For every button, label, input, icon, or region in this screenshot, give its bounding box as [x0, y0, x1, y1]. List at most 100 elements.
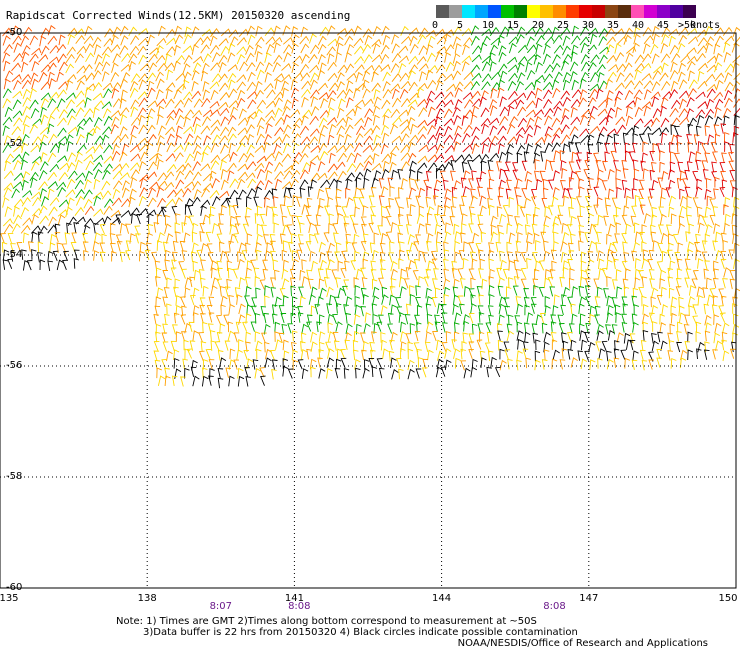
- color-scale-tick: 35: [607, 20, 620, 31]
- wind-barb: [326, 251, 332, 262]
- wind-barb: [623, 332, 631, 344]
- wind-barb: [697, 37, 708, 47]
- wind-barb: [326, 303, 332, 314]
- wind-barb: [328, 123, 337, 135]
- wind-barb: [345, 80, 354, 91]
- wind-barb: [92, 240, 100, 252]
- wind-barb: [649, 278, 655, 289]
- wind-barb: [341, 206, 348, 217]
- wind-barb: [540, 231, 547, 242]
- wind-barb: [84, 205, 95, 215]
- wind-barb: [531, 223, 538, 235]
- wind-barb: [94, 232, 102, 243]
- wind-barb: [211, 73, 222, 83]
- wind-barb: [562, 45, 571, 56]
- wind-barb: [138, 208, 149, 217]
- wind-barb: [233, 233, 239, 244]
- wind-barb: [220, 295, 228, 307]
- wind-barb: [662, 91, 672, 100]
- wind-barb: [39, 35, 47, 47]
- wind-barb: [173, 60, 181, 72]
- wind-barb: [246, 124, 255, 135]
- wind-barb: [589, 83, 600, 92]
- wind-barb: [445, 61, 455, 72]
- wind-barb: [607, 168, 615, 180]
- wind-barb: [495, 241, 502, 253]
- wind-barb: [38, 205, 48, 216]
- wind-barb: [598, 28, 608, 38]
- wind-barb: [668, 28, 679, 37]
- wind-barb: [317, 172, 328, 181]
- wind-barb: [280, 312, 287, 324]
- wind-barb: [380, 53, 390, 64]
- wind-barb: [167, 189, 177, 199]
- wind-barb: [210, 206, 216, 217]
- latitude-label: -54: [6, 249, 23, 260]
- wind-barb: [318, 117, 328, 128]
- wind-barb: [229, 189, 239, 200]
- wind-barb: [334, 251, 340, 262]
- wind-barb: [200, 163, 211, 172]
- wind-barb: [353, 142, 363, 153]
- wind-barb: [481, 61, 491, 72]
- wind-barb: [341, 250, 347, 261]
- wind-barb: [560, 124, 570, 135]
- wind-barb: [416, 133, 427, 144]
- wind-barb: [254, 44, 262, 55]
- wind-barb: [377, 314, 384, 325]
- wind-barb: [596, 64, 606, 74]
- wind-barb: [443, 278, 451, 290]
- wind-barb: [74, 53, 84, 63]
- wind-barb: [650, 91, 661, 100]
- wind-barb: [137, 137, 148, 146]
- wind-barb: [412, 270, 419, 281]
- wind-barb: [56, 242, 63, 254]
- wind-barb: [580, 269, 587, 281]
- wind-barb: [651, 81, 661, 91]
- wind-barb: [246, 144, 255, 155]
- wind-barb: [166, 350, 173, 362]
- wind-barb: [623, 286, 630, 298]
- wind-barb: [30, 72, 39, 83]
- wind-barb: [29, 171, 39, 182]
- color-scale-bar: [436, 5, 696, 18]
- wind-barb: [354, 304, 362, 316]
- wind-barb: [47, 115, 55, 126]
- wind-barb: [584, 278, 591, 289]
- wind-barb: [389, 241, 395, 252]
- wind-barb: [353, 331, 360, 342]
- wind-barb: [119, 251, 126, 263]
- wind-barb: [590, 72, 599, 82]
- wind-barb: [164, 375, 171, 387]
- wind-barb: [192, 109, 202, 119]
- wind-barb: [462, 44, 470, 55]
- wind-barb: [506, 26, 514, 37]
- note-line-1: Note: 1) Times are GMT 2)Times along bot…: [116, 616, 537, 627]
- wind-barb: [202, 182, 214, 191]
- wind-barb: [544, 64, 554, 74]
- wind-barb: [434, 213, 440, 225]
- wind-barb: [30, 108, 40, 119]
- wind-barb: [406, 224, 412, 235]
- wind-barb: [130, 99, 140, 110]
- wind-barb: [570, 170, 577, 182]
- wind-barb: [407, 69, 416, 81]
- wind-barb: [674, 152, 680, 163]
- wind-barb: [336, 179, 342, 191]
- wind-barb: [306, 321, 312, 332]
- wind-barb: [647, 196, 654, 207]
- wind-barb: [209, 330, 216, 341]
- wind-barb: [326, 368, 333, 379]
- wind-barb: [686, 214, 692, 226]
- wind-barb: [547, 205, 554, 216]
- wind-barb: [406, 249, 412, 261]
- wind-barb: [74, 179, 84, 190]
- wind-barb: [112, 26, 121, 37]
- latitude-label: -52: [6, 138, 23, 149]
- wind-barb: [48, 206, 58, 216]
- wind-barb: [49, 233, 57, 245]
- wind-barb: [461, 223, 467, 234]
- wind-barb: [463, 37, 473, 47]
- wind-barb: [614, 82, 625, 91]
- wind-barb: [390, 357, 397, 369]
